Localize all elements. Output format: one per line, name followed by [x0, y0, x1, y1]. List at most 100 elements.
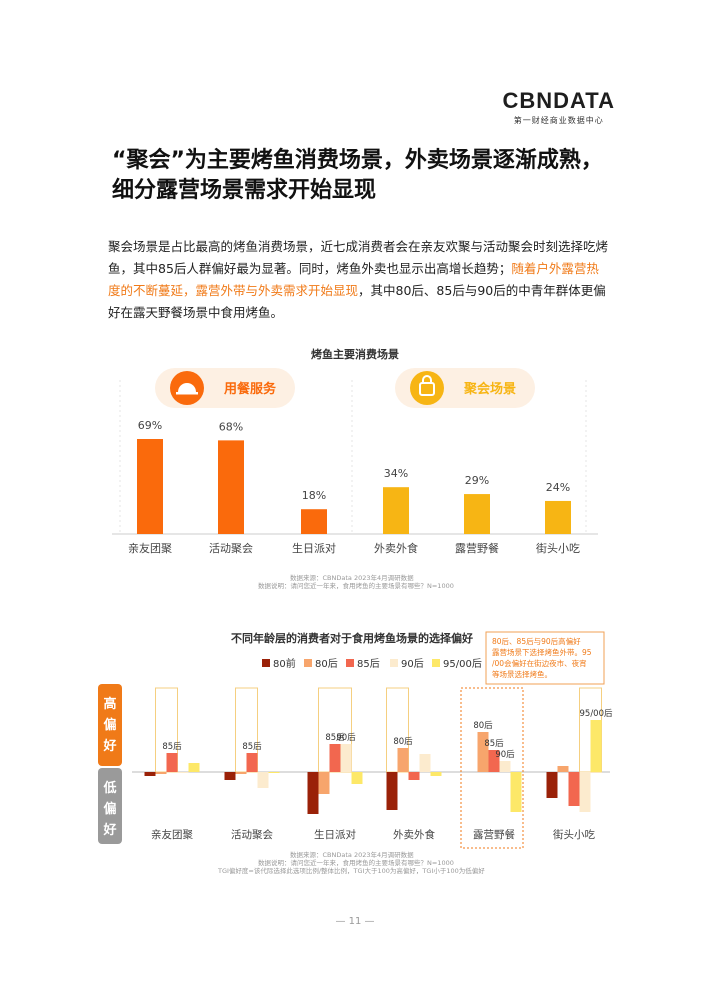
legend-label: 80前 [273, 657, 296, 670]
chart2-bar [177, 772, 189, 773]
legend-item: 80前 [262, 657, 296, 670]
chart1-group-header: 聚会场景 [395, 368, 535, 408]
chart2-bar [477, 732, 489, 772]
chart2-bar-label: 85后 [242, 741, 262, 752]
chart1-source: 数据来源：CBNData 2023年4月调研数据 [290, 573, 414, 582]
chart2-note: 数据说明：请问您近一年来，食用烤鱼的主要场景有哪些？N=1000 [258, 858, 454, 867]
legend-swatch [432, 659, 440, 667]
legend-swatch [346, 659, 354, 667]
group-label: 用餐服务 [223, 381, 277, 397]
callout-text: 80后、85后与90后高偏好露营场景下选择烤鱼外带。95/00会偏好在街边夜市、… [492, 636, 592, 679]
chart2-bar [546, 772, 558, 798]
chart1-category-label: 街头小吃 [536, 541, 580, 555]
camping-highlight-box [460, 687, 524, 849]
chart1-category-label: 亲友团聚 [128, 541, 172, 555]
chart2-bar [224, 772, 236, 780]
chart1-bar [218, 440, 244, 534]
brand-logo: CBNDATA 第一财经商业数据中心 [503, 88, 616, 126]
legend-swatch [304, 659, 312, 667]
chart1-value-label: 68% [219, 420, 243, 433]
chart2-category-label: 街头小吃 [553, 828, 595, 841]
chart1-category-label: 生日派对 [292, 541, 336, 555]
chart2-bar [268, 772, 280, 773]
chart2-bar [430, 772, 442, 776]
chart1-group-header: 用餐服务 [155, 368, 295, 408]
chart2-bar [510, 772, 522, 812]
chart1-value-label: 69% [138, 419, 162, 432]
legend-label: 95/00后 [443, 658, 482, 670]
chart2-bar [329, 744, 341, 772]
chart2-bar [397, 748, 409, 772]
chart2-bar [155, 772, 167, 774]
bag-shape [419, 382, 435, 396]
chart1-value-label: 29% [465, 474, 489, 487]
low-preference-pill [98, 768, 122, 844]
chart2-bar-label: 85后 [162, 741, 182, 752]
chart2-bar [144, 772, 156, 776]
legend-swatch [390, 659, 398, 667]
page-title: “聚会”为主要烤鱼消费场景，外卖场景逐渐成熟， 细分露营场景需求开始显现 [112, 146, 632, 206]
chart1-value-label: 18% [302, 489, 326, 502]
chart2-bar-label: 80后 [473, 720, 493, 731]
chart2-callout: 80后、85后与90后高偏好露营场景下选择烤鱼外带。95/00会偏好在街边夜市、… [485, 631, 605, 685]
chart2-bar [257, 772, 269, 788]
cloche-shape [178, 383, 196, 392]
chart1-bar [545, 500, 571, 534]
chart1-bar [301, 509, 327, 534]
chart2-bar-label: 80后 [393, 736, 413, 747]
chart1-value-label: 24% [546, 481, 570, 494]
intro-text-2: ，其中80后、85后与90后的中青年群体更偏好在露天野餐场景中食用烤鱼。 [108, 283, 606, 320]
chart2-bar [318, 772, 330, 794]
intro-paragraph: 聚会场景是占比最高的烤鱼消费场景，近七成消费者会在亲友欢聚与活动聚会时刻选择吃烤… [108, 236, 608, 324]
bag-handle [422, 375, 432, 383]
legend-item: 85后 [346, 658, 380, 670]
chart2-bar [340, 744, 352, 772]
brand-subtitle: 第一财经商业数据中心 [513, 116, 604, 125]
chart1-category-label: 露营野餐 [455, 541, 499, 555]
low-preference-label: 低偏好 [102, 780, 116, 838]
chart2-bar [590, 720, 602, 772]
tray-shape [176, 392, 198, 395]
chart1-category-label: 活动聚会 [209, 542, 253, 555]
group-label: 聚会场景 [463, 381, 516, 397]
chart2-bar-label: 90后 [495, 749, 515, 760]
legend-label: 85后 [357, 658, 380, 670]
chart2-bar [351, 772, 363, 784]
legend-swatch [262, 659, 270, 667]
title-line-2: 细分露营场景需求开始显现 [112, 178, 377, 203]
chart2-category-label: 活动聚会 [231, 828, 273, 841]
chart1-note: 数据说明：请问您近一年来，食用烤鱼的主要场景有哪些？N=1000 [258, 581, 454, 590]
legend-item: 90后 [390, 658, 424, 670]
chart2-bar-label: 95/00后 [580, 708, 613, 719]
chart2-category-label: 露营野餐 [473, 828, 515, 841]
chart1-bar [464, 494, 490, 534]
chart1-value-label: 34% [384, 467, 408, 480]
intro-text-1: 聚会场景是占比最高的烤鱼消费场景，近七成消费者会在亲友欢聚与活动聚会时刻选择吃烤… [108, 239, 609, 276]
chart1-bar [137, 439, 163, 534]
chart2-bar [188, 763, 200, 772]
chart2-category-label: 亲友团聚 [151, 828, 193, 841]
chart2-bar [408, 772, 420, 780]
chart2-bar [488, 750, 500, 772]
chart2-category-label: 外卖外食 [393, 828, 435, 841]
page-number: — 11 — [335, 916, 375, 927]
chart2-bar [307, 772, 319, 814]
legend-label: 90后 [401, 658, 424, 670]
chart2-source: 数据来源：CBNData 2023年4月调研数据 [290, 850, 414, 859]
legend-item: 80后 [304, 658, 338, 670]
chart1-bar [383, 487, 409, 534]
chart2-category-label: 生日派对 [314, 828, 356, 841]
chart2-bar [568, 772, 580, 806]
party-icon [410, 371, 444, 405]
high-preference-pill [98, 684, 122, 766]
legend-label: 80后 [315, 658, 338, 670]
chart2-bar [386, 772, 398, 810]
callout-box [485, 631, 605, 685]
intro-highlight: 随着户外露营热度的不断蔓延，露营外带与外卖需求开始显现 [108, 261, 599, 298]
chart2-bar [419, 754, 431, 772]
chart1-category-label: 外卖外食 [374, 541, 418, 555]
legend-item: 95/00后 [432, 658, 482, 670]
